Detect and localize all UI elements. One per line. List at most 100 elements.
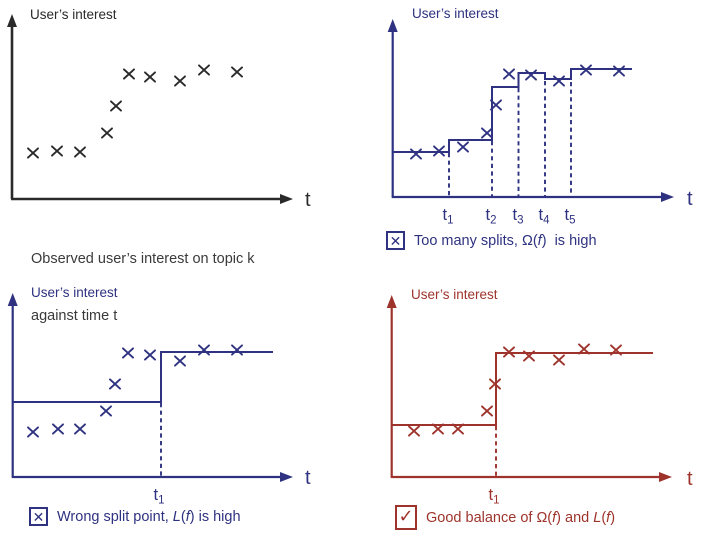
data-point-x-icon xyxy=(52,423,64,435)
data-point-x-icon xyxy=(433,145,445,157)
caption-run: Good balance of xyxy=(426,509,537,526)
caption-run: ) is high xyxy=(189,508,241,525)
caption-run: Wrong split point, xyxy=(57,508,173,525)
data-point-x-icon xyxy=(503,346,515,358)
x-axis-title: t xyxy=(687,468,693,490)
step-function-line xyxy=(392,68,632,153)
caption-run: f xyxy=(537,232,542,249)
data-point-x-icon xyxy=(51,145,63,157)
caption-run: L xyxy=(172,508,181,525)
y-axis-arrow-icon xyxy=(387,19,398,32)
caption-run: f xyxy=(185,508,190,525)
x-axis-arrow-icon xyxy=(280,194,293,204)
caption-run: Ω( xyxy=(522,232,538,249)
data-point-x-icon xyxy=(457,141,469,153)
data-point-x-icon xyxy=(525,69,537,81)
data-point-x-icon xyxy=(610,344,622,356)
data-point-x-icon xyxy=(553,75,565,87)
panel-observed-interest: User’s interest t xyxy=(0,0,352,267)
caption-run: ( xyxy=(180,508,186,525)
good-balance-plot: User’s interest t t1 xyxy=(386,287,693,507)
data-point-x-icon xyxy=(74,146,86,158)
panel-wrong-split-point: User’s interest t t1 xyxy=(0,267,352,534)
tick-label: t3 xyxy=(513,206,524,227)
y-axis-title: User’s interest xyxy=(412,6,499,21)
tick-label: t1 xyxy=(154,486,165,507)
data-point-x-icon xyxy=(490,99,502,111)
x-axis-title: t xyxy=(687,188,693,210)
data-point-x-icon xyxy=(110,100,122,112)
x-axis-title: t xyxy=(305,467,311,489)
tick-label: t1 xyxy=(489,486,500,507)
x-axis-arrow-icon xyxy=(280,472,293,482)
data-point-x-icon xyxy=(481,405,493,417)
data-point-x-icon xyxy=(578,343,590,355)
caption-text: Wrong split point, L(f) is high xyxy=(57,509,241,525)
y-axis-arrow-icon xyxy=(386,295,397,308)
caption-run: ) is high xyxy=(541,232,597,249)
x-axis-arrow-icon xyxy=(661,192,674,202)
data-point-x-icon xyxy=(27,147,39,159)
y-axis-arrow-icon xyxy=(7,14,17,27)
data-point-x-icon xyxy=(231,344,243,356)
tick-label: t1 xyxy=(443,206,454,227)
wrong-split-point-plot: User’s interest t t1 xyxy=(7,285,311,507)
data-point-x-icon xyxy=(503,68,515,80)
caption-run: f xyxy=(552,509,557,526)
data-point-x-icon xyxy=(198,344,210,356)
caption-good-balance: ✓ Good balance of Ω(f) and L(f) xyxy=(395,505,615,530)
too-many-splits-plot: User’s interest t t1 t2 t3 t4 t5 xyxy=(387,6,693,227)
caption-run: ( xyxy=(601,509,607,526)
caption-text: Good balance of Ω(f) and L(f) xyxy=(426,510,615,526)
data-point-x-icon xyxy=(109,378,121,390)
caption-text: Too many splits, Ω(f) is high xyxy=(414,233,597,249)
step-function-line xyxy=(12,351,273,403)
data-point-x-icon xyxy=(174,75,186,87)
caption-run: Too many splits, xyxy=(414,232,522,249)
caption-observed: Observed user’s interest on topic k agai… xyxy=(31,212,255,364)
caption-run: ) and xyxy=(556,509,594,526)
data-point-x-icon xyxy=(27,426,39,438)
data-point-x-icon xyxy=(410,148,422,160)
data-point-x-icon xyxy=(580,64,592,76)
panel-good-balance: User’s interest t t1 xyxy=(351,267,703,534)
x-box-icon: ✕ xyxy=(29,507,48,526)
caption-run: ) xyxy=(610,509,616,526)
data-point-x-icon xyxy=(74,423,86,435)
data-point-x-icon xyxy=(231,66,243,78)
y-axis-title: User’s interest xyxy=(30,7,117,22)
observed-interest-plot: User’s interest t xyxy=(7,7,311,211)
y-axis-title: User’s interest xyxy=(31,285,118,300)
caption-run: f xyxy=(606,509,611,526)
caption-run: L xyxy=(593,509,602,526)
data-point-x-icon xyxy=(523,350,535,362)
tick-label: t5 xyxy=(565,206,576,227)
x-box-icon: ✕ xyxy=(386,231,405,250)
data-point-x-icon xyxy=(452,423,464,435)
data-point-x-icon xyxy=(481,127,493,139)
caption-line-1: Observed user’s interest on topic k xyxy=(31,251,255,267)
x-axis-title: t xyxy=(305,189,311,211)
y-axis-title: User’s interest xyxy=(411,287,498,302)
data-point-x-icon xyxy=(408,425,420,437)
caption-wrong-split-point: ✕ Wrong split point, L(f) is high xyxy=(29,507,241,526)
tick-label: t4 xyxy=(539,206,551,227)
tick-label: t2 xyxy=(486,206,497,227)
caption-run: Ω( xyxy=(536,509,553,526)
data-point-x-icon xyxy=(198,64,210,76)
data-point-x-icon xyxy=(174,355,186,367)
y-axis-arrow-icon xyxy=(7,293,18,306)
caption-line-2: against time t xyxy=(31,308,118,324)
panel-too-many-splits: User’s interest t t1 t2 t3 t4 t5 xyxy=(351,0,703,267)
step-function-line xyxy=(391,352,653,426)
data-point-x-icon xyxy=(144,349,156,361)
data-point-x-icon xyxy=(101,127,113,139)
data-point-x-icon xyxy=(144,71,156,83)
data-point-x-icon xyxy=(489,378,501,390)
data-point-x-icon xyxy=(122,347,134,359)
x-axis-arrow-icon xyxy=(659,472,672,482)
data-point-x-icon xyxy=(123,68,135,80)
data-point-x-icon xyxy=(553,354,565,366)
data-point-x-icon xyxy=(613,65,625,77)
